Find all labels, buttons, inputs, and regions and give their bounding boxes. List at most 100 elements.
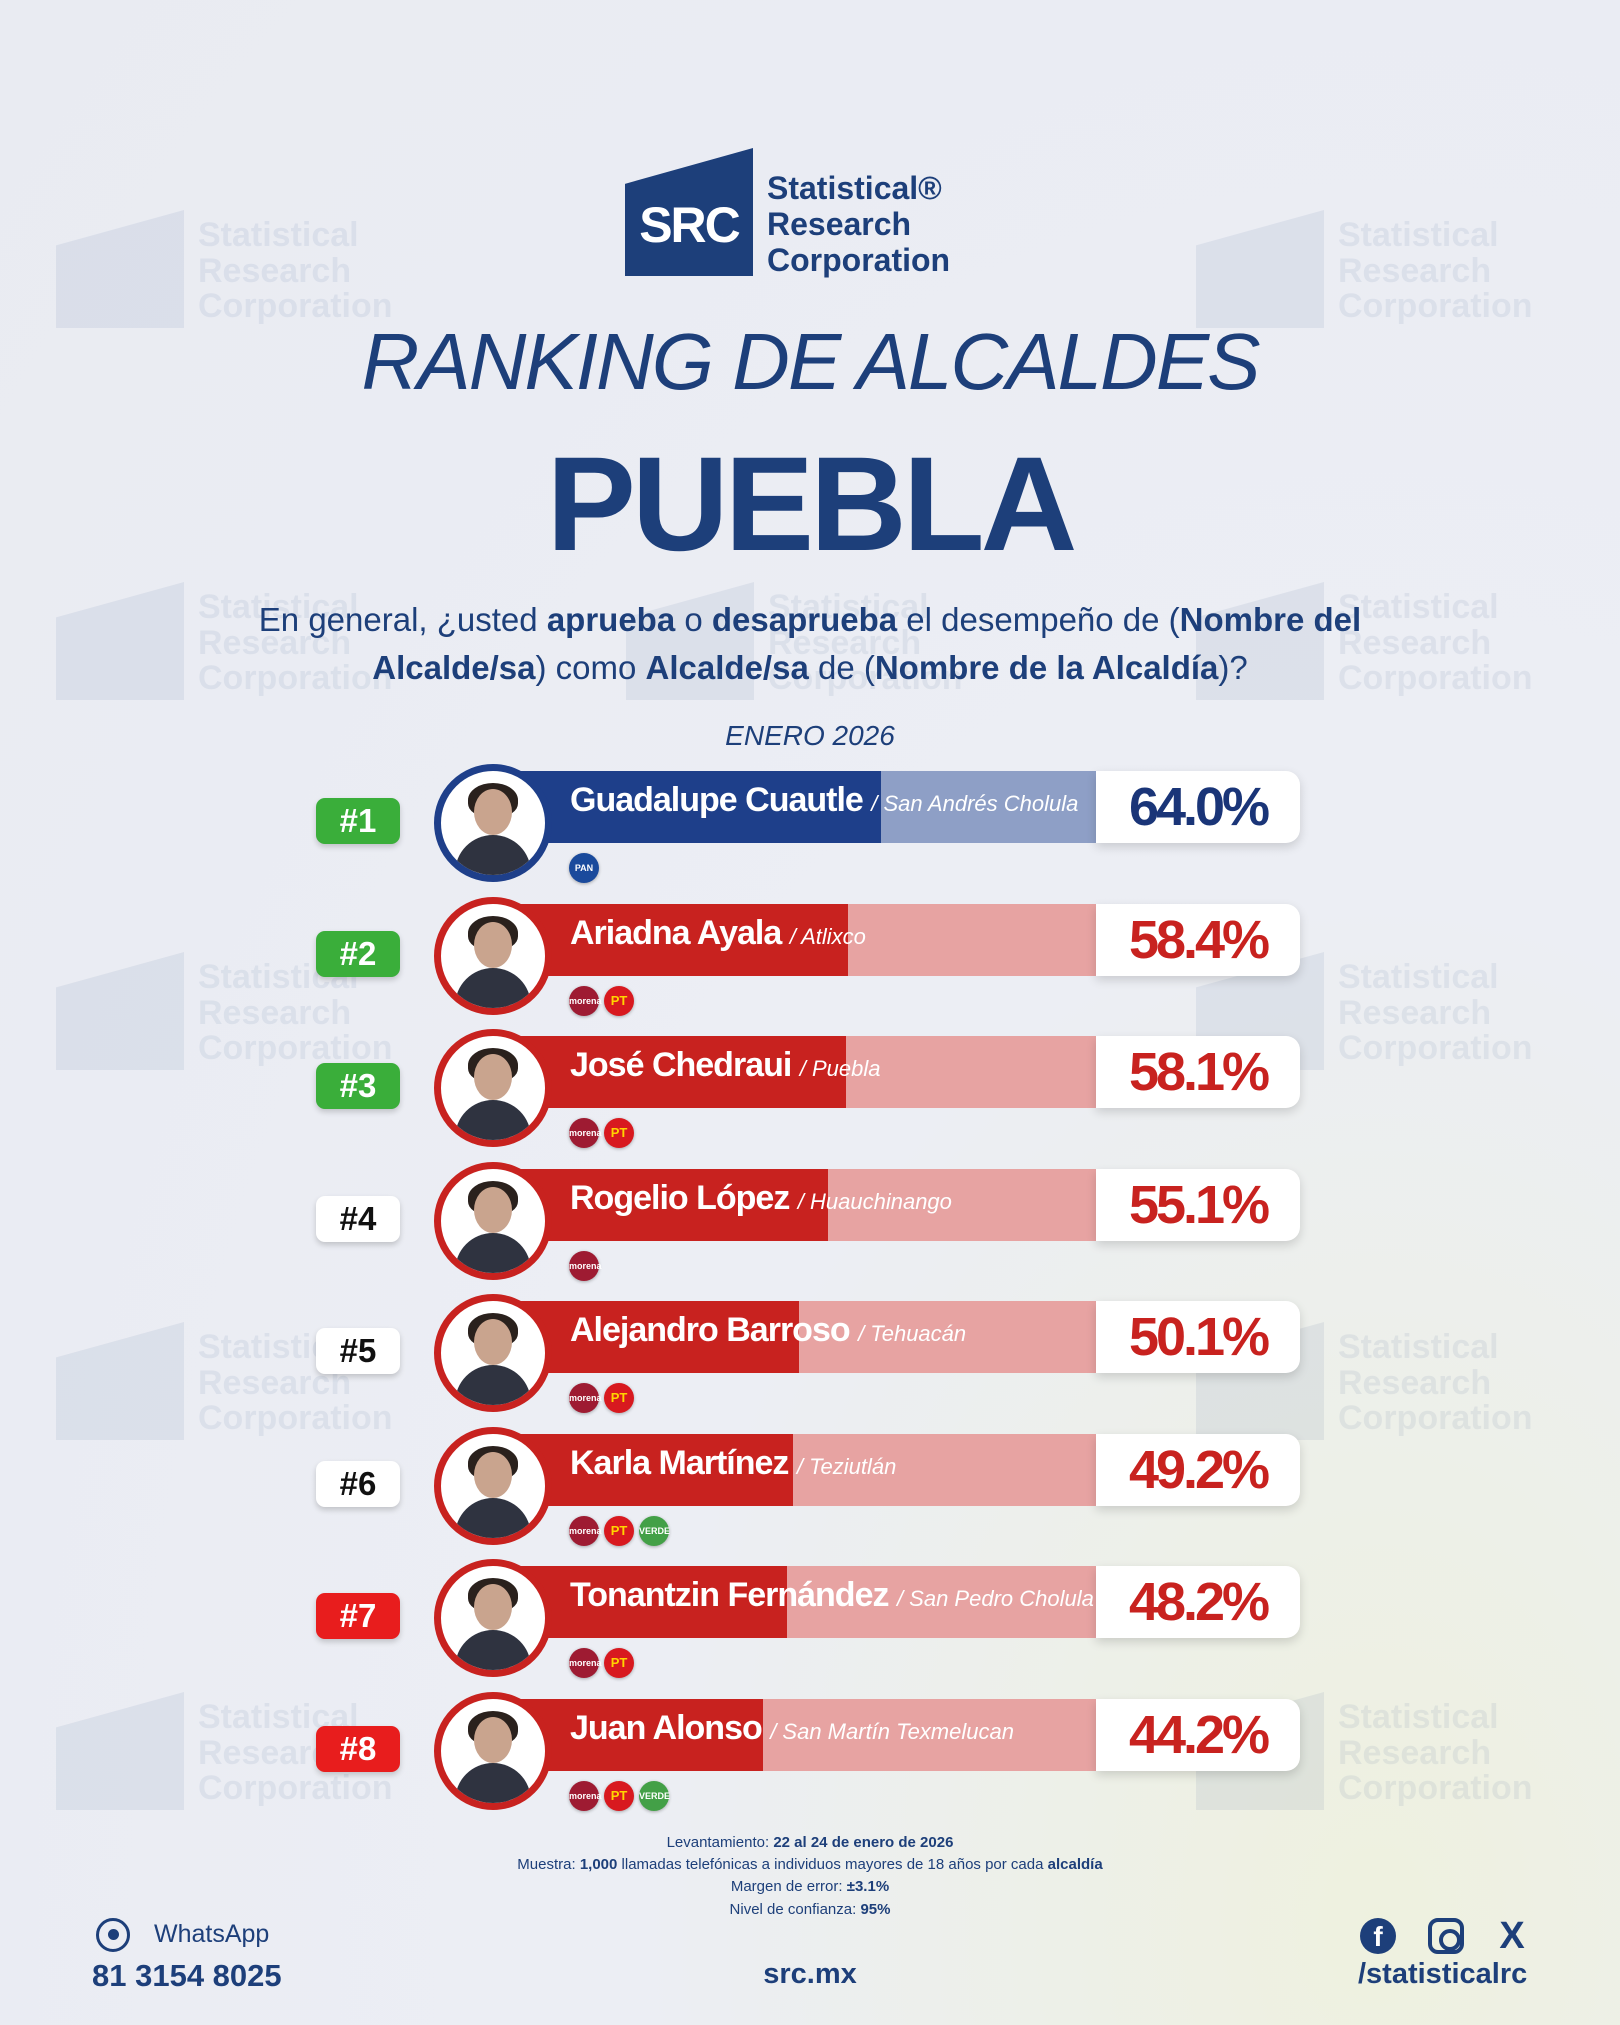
watermark: Statistical Research Corporation — [626, 572, 1006, 702]
candidate-photo — [434, 1691, 552, 1810]
photo-head — [474, 1584, 512, 1630]
candidate-name: Ariadna Ayala — [570, 913, 790, 952]
party-logo-verde: VERDE — [639, 1515, 670, 1546]
municipality-name: / San Andrés Cholula — [871, 791, 1079, 816]
watermark: Statistical Research Corporation — [56, 572, 436, 702]
rank-badge: #3 — [316, 1063, 400, 1109]
bar-track — [500, 1036, 1096, 1108]
photo-body — [455, 835, 531, 875]
x-icon[interactable]: X — [1499, 1915, 1525, 1957]
notes-confidence: Nivel de confianza: 95% — [729, 1900, 891, 1918]
chart-row: #7 48.2% Tonantzin Fernández / San Pedro C… — [0, 1559, 1620, 1691]
value-box: 64.0% — [1096, 771, 1300, 843]
party-logo-morena: morena — [569, 1118, 602, 1148]
bar-track — [500, 1168, 1096, 1241]
data-label: 58.1% — [1128, 1042, 1270, 1102]
brand-logo: SRC Statistical® Research Corporation — [625, 148, 1005, 278]
party-logo-pt: PT — [604, 1118, 634, 1148]
whatsapp-label[interactable]: WhatsApp — [154, 1920, 270, 1948]
data-label: 48.2% — [1128, 1572, 1270, 1632]
municipality-name: / Tehuacán — [858, 1321, 967, 1346]
photo-body — [455, 1630, 531, 1670]
chart-row: #8 44.2% Juan Alonso / San Martín Texmeluc… — [0, 1691, 1620, 1824]
social-handle[interactable]: /statisticalrc — [1358, 1958, 1528, 1990]
notes-sample: Muestra: 1,000 llamadas telefónicas a in… — [517, 1856, 1103, 1874]
bar — [500, 903, 848, 976]
photo-head — [474, 1716, 512, 1763]
party-logo-morena: morena — [569, 1515, 602, 1546]
photo-head — [474, 1451, 512, 1498]
party-logo-verde: VERDE — [639, 1780, 670, 1811]
candidate-label: Juan Alonso / San Martín Texmelucan — [570, 1699, 1014, 1771]
rank-badge: #8 — [316, 1725, 400, 1772]
phone-number[interactable]: 81 3154 8025 — [92, 1958, 282, 1993]
bar — [500, 1168, 828, 1241]
chart-row: #6 49.2% Karla Martínez / Teziutlán morena P… — [0, 1426, 1620, 1559]
candidate-name: Guadalupe Cuautle — [570, 781, 872, 819]
watermark: Statistical Research Corporation — [56, 200, 436, 330]
party-logo-pan: PAN — [569, 853, 599, 883]
instagram-icon[interactable] — [1428, 1918, 1464, 1954]
party-logos: morena PT — [569, 1118, 639, 1148]
bar — [500, 771, 881, 843]
logo-name: Statistical® Research Corporation — [767, 170, 951, 279]
chart-subtitle: RANKING DE ALCALDES — [361, 317, 1260, 406]
value-box: 50.1% — [1096, 1301, 1300, 1373]
survey-question: En general, ¿usted aprueba o desaprueba … — [258, 601, 1362, 686]
party-logo-morena: morena — [569, 1648, 602, 1678]
rank-badge: #1 — [316, 798, 400, 844]
data-label: 50.1% — [1128, 1307, 1270, 1367]
value-box: 58.4% — [1096, 903, 1300, 976]
candidate-label: José Chedraui / Puebla — [570, 1036, 880, 1108]
website-link[interactable]: src.mx — [763, 1958, 857, 1990]
data-label: 44.2% — [1128, 1704, 1270, 1765]
watermark: Statistical Research Corporation — [1196, 572, 1576, 702]
photo-body — [455, 1762, 531, 1803]
facebook-icon[interactable]: f — [1360, 1918, 1396, 1954]
chart-title: PUEBLA — [546, 430, 1078, 579]
candidate-name: Alejandro Barroso — [570, 1311, 859, 1349]
party-logos: PAN — [569, 853, 604, 883]
municipality-name: / Teziutlán — [796, 1453, 897, 1479]
chart-row: #3 58.1% José Chedraui / Puebla morena PT — [0, 1029, 1620, 1161]
watermark: Statistical Research Corporation — [1196, 200, 1576, 330]
party-logo-morena: morena — [569, 1250, 602, 1281]
municipality-name: / Huauchinango — [797, 1188, 952, 1214]
party-logo-morena: morena — [569, 1780, 602, 1811]
party-logos: morena PT VERDE — [569, 1780, 674, 1811]
rank-badge: #7 — [316, 1593, 400, 1639]
party-logo-pt: PT — [604, 1648, 634, 1678]
party-logo-morena: morena — [569, 985, 602, 1016]
party-logos: morena PT — [569, 985, 639, 1016]
party-logos: morena PT — [569, 1383, 639, 1413]
methodology-notes: Levantamiento: 22 al 24 de enero de 2026… — [0, 1832, 1620, 1921]
photo-head — [474, 921, 512, 968]
photo-body — [455, 1497, 531, 1538]
bar-track — [500, 1301, 1096, 1373]
photo-head — [474, 1054, 512, 1100]
party-logo-pt: PT — [604, 1515, 634, 1546]
candidate-label: Rogelio López / Huauchinango — [570, 1169, 952, 1241]
data-label: 64.0% — [1128, 777, 1270, 837]
chart-row: #4 55.1% Rogelio López / Huauchinango moren… — [0, 1161, 1620, 1294]
bar-track — [500, 771, 1096, 843]
municipality-name: / San Pedro Cholula — [896, 1586, 1094, 1611]
candidate-name: Tonantzin Fernández — [570, 1576, 897, 1614]
bar — [500, 1036, 846, 1108]
photo-body — [455, 1100, 531, 1140]
whatsapp-icon[interactable] — [96, 1918, 130, 1952]
candidate-name: Rogelio López — [570, 1178, 798, 1217]
logo-initials: SRC — [639, 197, 741, 253]
chart-row: #1 64.0% Guadalupe Cuautle / San Andrés Ch… — [0, 764, 1620, 896]
candidate-photo — [434, 1294, 552, 1412]
photo-head — [474, 1319, 512, 1365]
photo-body — [455, 967, 531, 1008]
photo-body — [455, 1365, 531, 1405]
chart-row: #2 58.4% Ariadna Ayala / Atlixco morena PT — [0, 896, 1620, 1029]
data-label: 55.1% — [1128, 1174, 1270, 1235]
data-label: 49.2% — [1128, 1439, 1270, 1500]
chart-row: #5 50.1% Alejandro Barroso / Tehuacán moren… — [0, 1294, 1620, 1426]
municipality-name: / Atlixco — [789, 923, 866, 949]
party-logo-pt: PT — [604, 1383, 634, 1413]
data-label: 58.4% — [1128, 909, 1270, 970]
